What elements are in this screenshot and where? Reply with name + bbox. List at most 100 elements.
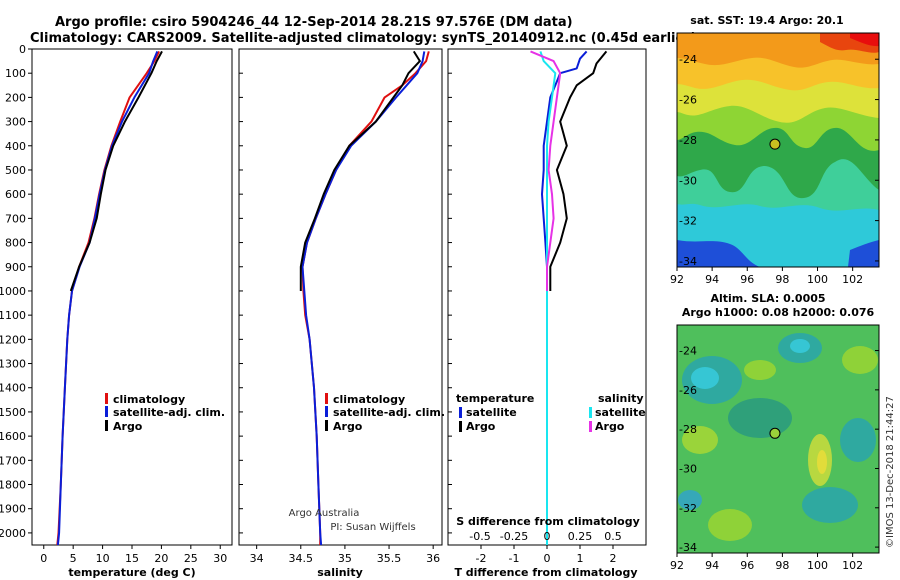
depth-tick-label: 300 (5, 116, 26, 129)
map-x-tick-label: 98 (775, 559, 789, 572)
sla-map-panel: Altim. SLA: 0.0005 Argo h1000: 0.08 h200… (670, 292, 880, 572)
map-x-tick-label: 94 (705, 273, 719, 286)
series-line-argo (299, 50, 421, 291)
x-tick-label: 30 (213, 552, 227, 565)
sla-blob (744, 360, 776, 380)
s-tick-label: 0.5 (604, 530, 622, 543)
depth-tick-label: 1400 (0, 382, 26, 395)
sla-map-axis-ticks: 92 94 96 98 100 102 -24 -26 -28 -30 -32 -34 (670, 345, 879, 572)
sla-field (677, 325, 879, 553)
sla-blob (678, 490, 702, 510)
depth-tick-label: 1200 (0, 333, 26, 346)
legend-argo-label: Argo (113, 420, 143, 433)
series-line-argo (69, 50, 163, 292)
map-x-tick-label: 102 (842, 559, 863, 572)
map-y-tick-label: -28 (679, 134, 697, 147)
sst-map-title: sat. SST: 19.4 Argo: 20.1 (690, 14, 843, 27)
legend-salinity-title: salinity (598, 392, 644, 405)
legend-climatology-swatch (105, 393, 108, 404)
series-line-satellite (301, 51, 426, 546)
map-y-tick-label: -30 (679, 462, 697, 475)
x-tick-label: 1 (577, 552, 584, 565)
map-x-tick-label: 102 (842, 273, 863, 286)
x-tick-label: 34.5 (289, 552, 314, 565)
x-tick-label: 15 (125, 552, 139, 565)
map-y-tick-label: -24 (679, 53, 697, 66)
series-line-s-argo (530, 50, 562, 291)
map-y-tick-label: -26 (679, 94, 697, 107)
depth-tick-label: 800 (5, 237, 26, 250)
legend-climatology-swatch (325, 393, 328, 404)
sla-blob (691, 367, 719, 389)
legend-argo-swatch (325, 420, 328, 431)
sla-map-subtitle: Argo h1000: 0.08 h2000: 0.076 (682, 306, 875, 319)
series-line-climatology (56, 50, 160, 546)
x-tick-label: 34 (250, 552, 264, 565)
x-tick-label: 0 (544, 552, 551, 565)
sla-blob (708, 509, 752, 541)
depth-tick-label: 1000 (0, 285, 26, 298)
sla-map-frame (676, 324, 880, 554)
s-difference-tick-labels: -0.5 -0.25 0 0.25 0.5 (469, 530, 621, 543)
depth-tick-label: 900 (5, 261, 26, 274)
map-x-tick-label: 92 (670, 559, 684, 572)
legend-satellite-label: satellite-adj. clim. (333, 406, 445, 419)
salinity-legend: climatology satellite-adj. clim. Argo (325, 393, 445, 433)
legend-satellite-label: satellite-adj. clim. (113, 406, 225, 419)
map-x-tick-label: 100 (807, 559, 828, 572)
sst-map-panel: sat. SST: 19.4 Argo: 20.1 92 94 96 98 100 102… (670, 14, 880, 286)
x-tick-label: 36 (426, 552, 440, 565)
sla-argo-position-marker (769, 427, 781, 439)
map-y-tick-label: -32 (679, 502, 697, 515)
series-line-t-argo (549, 50, 608, 291)
temperature-axis-label: temperature (deg C) (68, 566, 195, 579)
x-tick-label: 25 (184, 552, 198, 565)
legend-satellite-swatch (105, 406, 108, 417)
t-difference-axis-ticks: -2 -1 0 1 2 (448, 48, 617, 565)
credit-line1: Argo Australia (289, 508, 360, 519)
credit-line2: PI: Susan Wijffels (330, 522, 415, 533)
figure-title-line1: Argo profile: csiro 5904246_44 12-Sep-20… (55, 15, 573, 30)
difference-panel: -2 -1 0 1 2 S difference from climatology -0… (447, 48, 647, 579)
depth-tick-label: 0 (19, 43, 26, 56)
depth-tick-label: 1600 (0, 430, 26, 443)
sst-field (677, 33, 879, 267)
figure-title-line2: Climatology: CARS2009. Satellite-adjuste… (30, 31, 697, 46)
sla-blob (682, 426, 718, 454)
depth-tick-label: 200 (5, 91, 26, 104)
map-x-tick-label: 100 (807, 273, 828, 286)
x-tick-label: 35 (338, 552, 352, 565)
depth-tick-label: 700 (5, 212, 26, 225)
map-y-tick-label: -28 (679, 423, 697, 436)
temperature-panel: 0100200300400500600700800900100011001200… (0, 43, 233, 579)
s-difference-axis-label: S difference from climatology (456, 515, 640, 528)
legend-s-argo-label: Argo (595, 420, 625, 433)
temperature-legend: climatology satellite-adj. clim. Argo (105, 393, 225, 433)
temperature-axis-ticks: 0 5 10 15 20 25 30 (40, 545, 227, 565)
legend-t-argo-label: Argo (466, 420, 496, 433)
sla-blob (817, 450, 827, 474)
sst-map-axis-ticks: 92 94 96 98 100 102 -24 -26 -28 -30 -32 -34 (670, 53, 879, 286)
sst-band (677, 240, 760, 267)
depth-tick-label: 2000 (0, 527, 26, 540)
legend-argo-label: Argo (333, 420, 363, 433)
salinity-panel: 34 34.5 35 35.5 36 salinity climatology sate… (238, 48, 445, 579)
depth-tick-label: 1800 (0, 479, 26, 492)
salinity-plot-frame (238, 48, 443, 546)
x-tick-label: -2 (476, 552, 487, 565)
sla-blob (790, 339, 810, 353)
depth-tick-label: 600 (5, 188, 26, 201)
depth-tick-label: 1500 (0, 406, 26, 419)
series-line-satellite (56, 51, 159, 546)
map-y-tick-label: -32 (679, 215, 697, 228)
s-tick-label: 0 (544, 530, 551, 543)
x-tick-label: 35.5 (377, 552, 402, 565)
sla-blob (802, 487, 858, 523)
depth-tick-label: 1100 (0, 309, 26, 322)
map-x-tick-label: 96 (740, 273, 754, 286)
legend-climatology-label: climatology (333, 393, 405, 406)
map-x-tick-label: 94 (705, 559, 719, 572)
depth-tick-label: 100 (5, 67, 26, 80)
depth-axis-ticks: 0 100 200 300 400 500 600 700 800 900 1000 1100 1200… (0, 43, 32, 540)
salinity-axis-label: salinity (317, 566, 363, 579)
